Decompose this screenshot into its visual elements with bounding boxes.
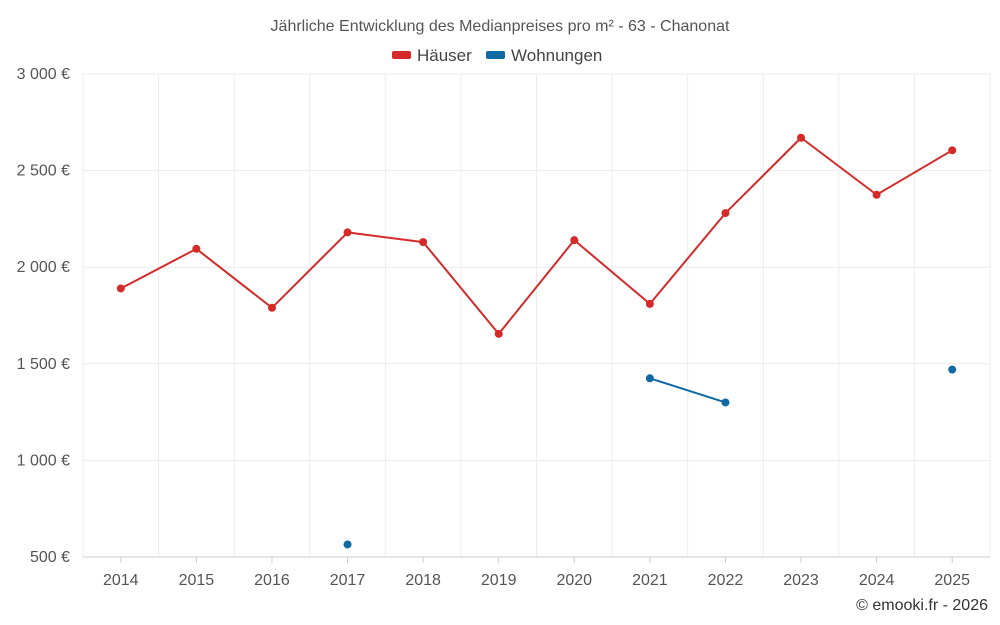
x-tick-label: 2020	[556, 572, 592, 589]
data-point-h-user[interactable]	[872, 190, 881, 199]
series-layer	[116, 133, 957, 549]
credit-text: © emooki.fr - 2026	[856, 597, 988, 614]
y-tick-label: 500 €	[30, 549, 70, 566]
x-tick-label: 2016	[254, 572, 290, 589]
x-tick-label: 2015	[179, 572, 215, 589]
data-point-wohnungen[interactable]	[721, 398, 730, 407]
x-tick-label: 2018	[405, 572, 441, 589]
legend-item-h-user[interactable]: Häuser	[392, 46, 472, 65]
x-tick-label: 2021	[632, 572, 668, 589]
legend-item-wohnungen[interactable]: Wohnungen	[486, 46, 602, 65]
data-point-h-user[interactable]	[267, 303, 276, 312]
series-line-wohnungen	[649, 377, 726, 404]
y-tick-label: 1 500 €	[17, 356, 70, 373]
x-tick-label: 2019	[481, 572, 517, 589]
y-tick-label: 3 000 €	[17, 66, 70, 83]
x-tick-label: 2014	[103, 572, 139, 589]
legend-swatch	[486, 51, 505, 59]
y-tick-label: 2 500 €	[17, 163, 70, 180]
data-point-wohnungen[interactable]	[948, 365, 957, 374]
x-tick-label: 2025	[934, 572, 970, 589]
legend[interactable]: Häuser Wohnungen	[392, 46, 602, 65]
data-point-h-user[interactable]	[494, 329, 503, 338]
data-point-h-user[interactable]	[645, 299, 654, 308]
series-line-h-user	[120, 136, 953, 335]
x-tick-label: 2022	[708, 572, 744, 589]
grid	[82, 73, 991, 557]
axes: 500 € 1 000 € 1 500 € 2 000 € 2 500 € 3 000 €…	[17, 66, 990, 589]
data-point-h-user[interactable]	[419, 238, 428, 247]
chart-title: Jährliche Entwicklung des Medianpreises …	[271, 18, 730, 35]
x-tick-label: 2024	[859, 572, 895, 589]
x-tick-label: 2017	[330, 572, 366, 589]
data-point-h-user[interactable]	[343, 228, 352, 237]
data-point-wohnungen[interactable]	[343, 540, 352, 549]
data-point-h-user[interactable]	[116, 284, 125, 293]
data-point-wohnungen[interactable]	[645, 374, 654, 383]
y-tick-label: 2 000 €	[17, 259, 70, 276]
data-point-h-user[interactable]	[570, 236, 579, 245]
data-point-h-user[interactable]	[192, 244, 201, 253]
data-point-h-user[interactable]	[797, 133, 806, 142]
data-point-h-user[interactable]	[948, 146, 957, 155]
legend-label: Häuser	[417, 46, 472, 65]
data-point-h-user[interactable]	[721, 209, 730, 218]
legend-swatch	[392, 51, 411, 59]
x-tick-label: 2023	[783, 572, 819, 589]
legend-label: Wohnungen	[511, 46, 602, 65]
y-tick-label: 1 000 €	[17, 452, 70, 469]
